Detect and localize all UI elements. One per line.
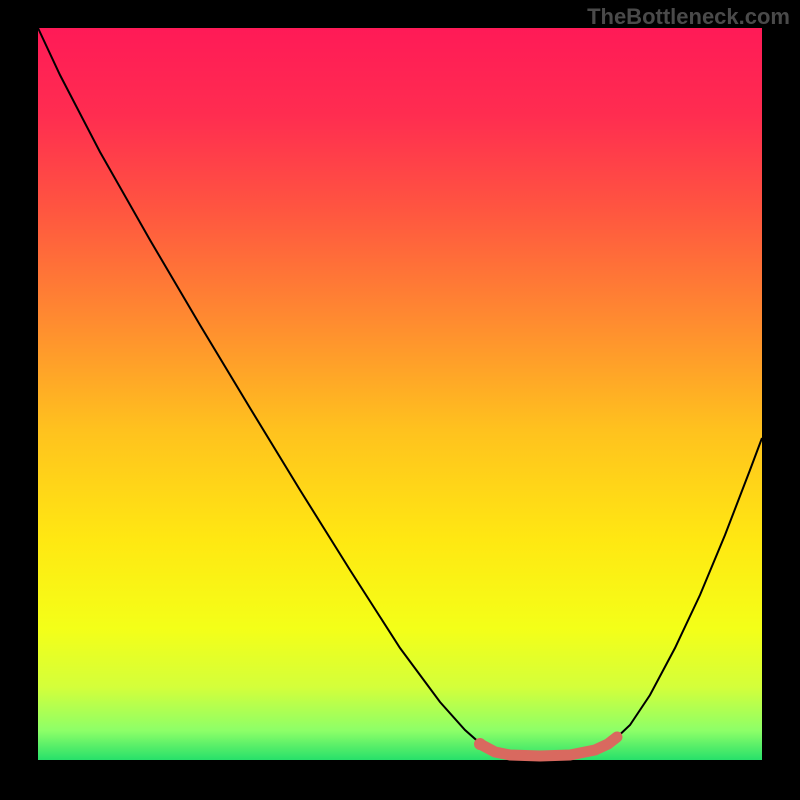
valley-start-dot bbox=[474, 738, 486, 750]
chart-container: TheBottleneck.com bbox=[0, 0, 800, 800]
plot-background bbox=[38, 28, 762, 760]
chart-svg bbox=[0, 0, 800, 800]
watermark-text: TheBottleneck.com bbox=[587, 4, 790, 30]
